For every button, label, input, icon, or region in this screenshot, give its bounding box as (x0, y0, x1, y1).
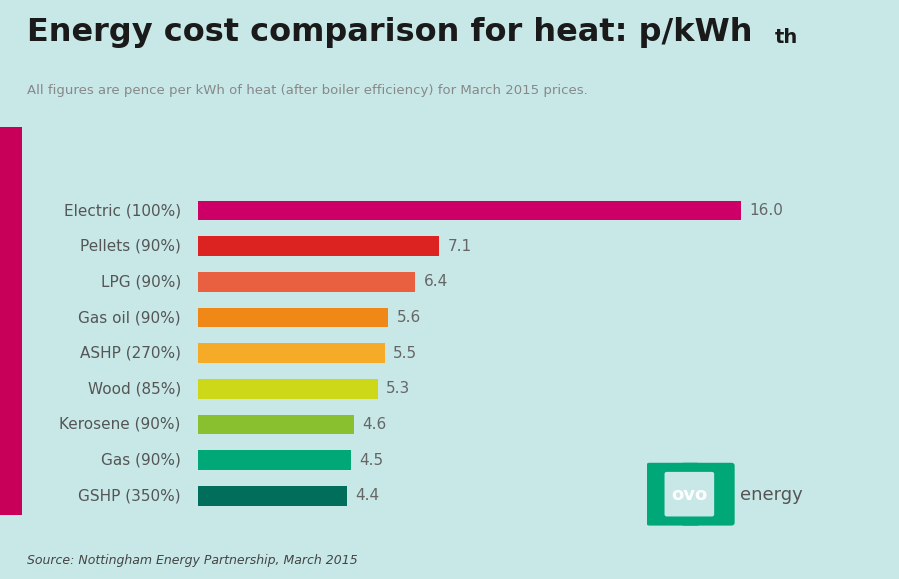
Text: 6.4: 6.4 (423, 274, 448, 290)
Text: Kerosene (90%): Kerosene (90%) (59, 417, 181, 432)
Text: 16.0: 16.0 (750, 203, 784, 218)
Text: Source: Nottingham Energy Partnership, March 2015: Source: Nottingham Energy Partnership, M… (27, 555, 358, 567)
Text: GSHP (350%): GSHP (350%) (78, 488, 181, 503)
Bar (198, 201, 741, 221)
Text: ovo: ovo (672, 486, 708, 504)
FancyBboxPatch shape (646, 463, 700, 526)
Bar (198, 343, 385, 363)
Text: ASHP (270%): ASHP (270%) (80, 346, 181, 361)
Text: Wood (85%): Wood (85%) (87, 382, 181, 396)
Text: All figures are pence per kWh of heat (after boiler efficiency) for March 2015 p: All figures are pence per kWh of heat (a… (27, 84, 588, 97)
Text: 4.4: 4.4 (356, 488, 380, 503)
Text: Gas (90%): Gas (90%) (101, 453, 181, 468)
FancyBboxPatch shape (681, 463, 734, 526)
Text: energy: energy (740, 486, 803, 504)
Text: Electric (100%): Electric (100%) (64, 203, 181, 218)
Text: LPG (90%): LPG (90%) (101, 274, 181, 290)
Bar (198, 236, 439, 256)
Text: th: th (775, 28, 798, 47)
Bar (198, 486, 347, 505)
Text: 7.1: 7.1 (448, 239, 472, 254)
Bar (198, 450, 351, 470)
Text: 4.6: 4.6 (362, 417, 387, 432)
Bar (198, 308, 388, 327)
Text: Gas oil (90%): Gas oil (90%) (78, 310, 181, 325)
Text: Pellets (90%): Pellets (90%) (80, 239, 181, 254)
Text: 5.6: 5.6 (396, 310, 421, 325)
FancyBboxPatch shape (664, 472, 714, 516)
Text: 5.3: 5.3 (387, 382, 411, 396)
Bar (198, 415, 354, 434)
Bar (198, 379, 378, 398)
Text: 4.5: 4.5 (359, 453, 383, 468)
Bar (198, 272, 415, 292)
Text: Energy cost comparison for heat: p/kWh: Energy cost comparison for heat: p/kWh (27, 17, 752, 49)
Text: 5.5: 5.5 (393, 346, 417, 361)
